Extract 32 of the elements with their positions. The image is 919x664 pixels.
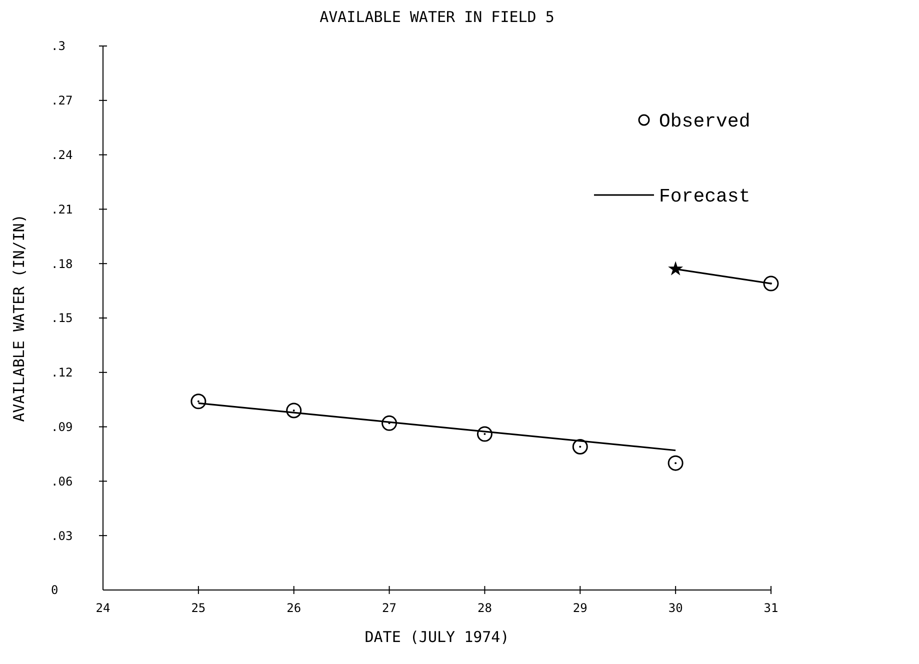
point [286, 402, 302, 418]
y-tick-label: .03 [51, 528, 73, 543]
y-tick-label: .09 [51, 420, 73, 434]
y-tick-label: .15 [51, 311, 73, 326]
x-tick-label: 30 [668, 601, 683, 615]
point [668, 261, 684, 276]
x-axis-title: DATE (JULY 1974) [364, 628, 510, 646]
legend-label: Observed [659, 110, 750, 133]
point [572, 438, 588, 454]
y-tick-label: .21 [51, 202, 73, 216]
y-tick-label: .06 [51, 474, 73, 488]
x-tick-label: 25 [191, 601, 206, 615]
x-tick-label: 29 [572, 601, 588, 615]
x-tick-label: 27 [382, 601, 397, 615]
chart-title: AVAILABLE WATER IN FIELD 5 [320, 8, 554, 26]
y-tick-label: 0 [51, 583, 58, 598]
y-tick-label: .24 [51, 148, 73, 162]
x-tick-label: 26 [286, 601, 302, 615]
y-tick-label: .3 [51, 39, 66, 54]
point [476, 426, 492, 442]
y-tick-label: .12 [51, 366, 73, 380]
x-tick-label: 28 [477, 601, 492, 615]
x-tick-label: 24 [96, 601, 110, 615]
point [382, 415, 398, 431]
y-tick-label: .27 [51, 94, 73, 108]
y-axis-title: AVAILABLE WATER (IN/IN) [10, 214, 28, 422]
point [190, 394, 206, 410]
x-tick-label: 31 [764, 601, 778, 615]
point [668, 455, 684, 471]
y-tick-label: .18 [51, 256, 73, 271]
point [763, 276, 779, 292]
legend-label: Forecast [659, 186, 750, 208]
